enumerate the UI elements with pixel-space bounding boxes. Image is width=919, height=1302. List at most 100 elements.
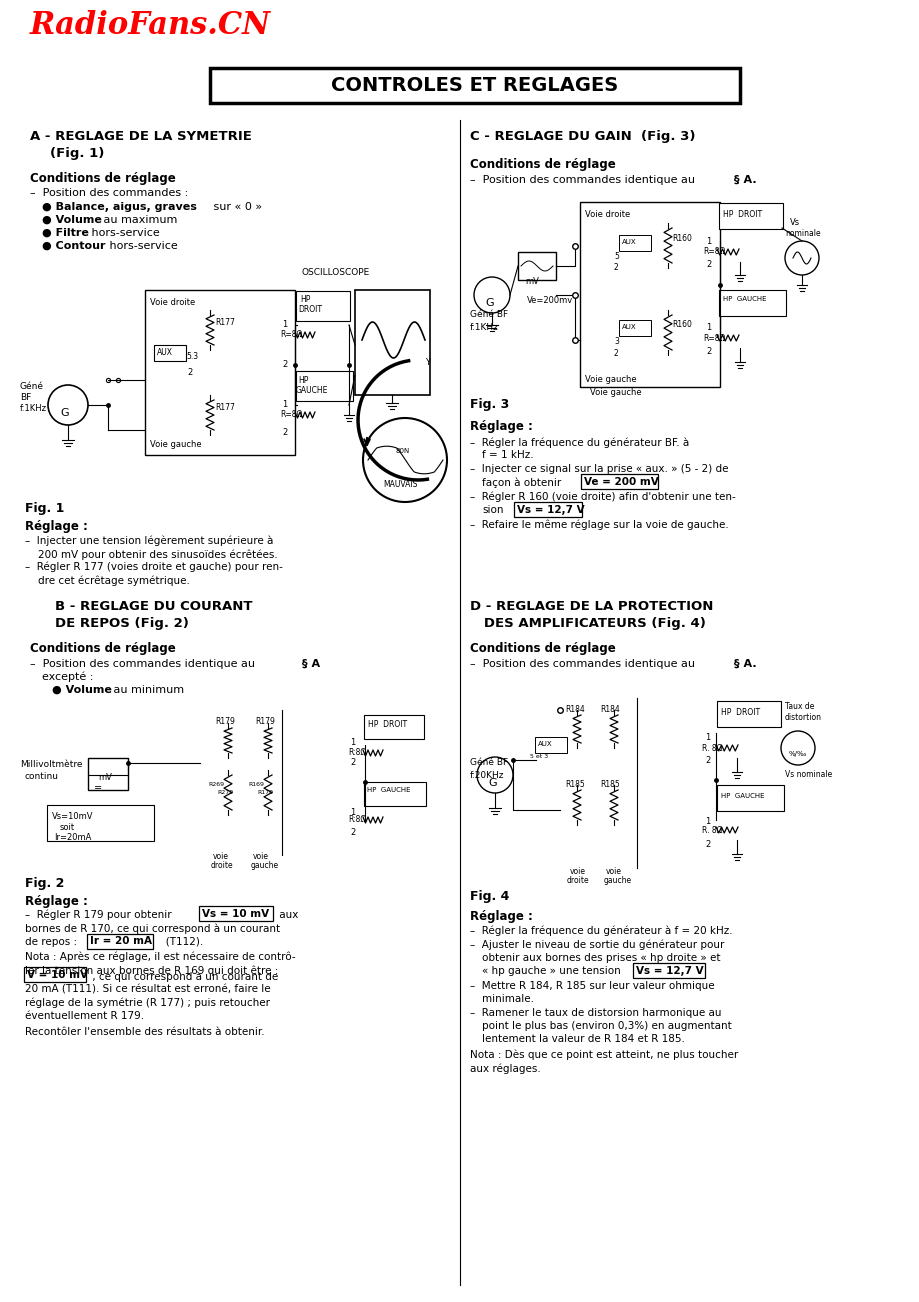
Text: –  Injecter une tension légèrement supérieure à: – Injecter une tension légèrement supéri… [25, 536, 273, 547]
Text: Réglage :: Réglage : [470, 421, 532, 434]
Text: bornes de R 170, ce qui correspond à un courant: bornes de R 170, ce qui correspond à un … [25, 924, 279, 935]
Text: façon à obtenir: façon à obtenir [482, 477, 561, 487]
Text: Conditions de réglage: Conditions de réglage [30, 172, 176, 185]
Text: HP: HP [298, 376, 308, 385]
Text: R179: R179 [215, 717, 234, 727]
Text: Nota : Dès que ce point est atteint, ne plus toucher: Nota : Dès que ce point est atteint, ne … [470, 1049, 737, 1061]
Text: DROIT: DROIT [298, 305, 322, 314]
Text: Voie gauche: Voie gauche [150, 440, 201, 449]
Text: f:1KHz: f:1KHz [20, 404, 47, 413]
Text: %/‰: %/‰ [789, 751, 807, 756]
Text: R=8Ω: R=8Ω [279, 329, 302, 339]
Text: R185: R185 [564, 780, 584, 789]
Text: RadioFans.CN: RadioFans.CN [30, 10, 271, 40]
Text: Voie droite: Voie droite [584, 210, 630, 219]
Text: ● Volume: ● Volume [52, 685, 112, 695]
Text: Réglage :: Réglage : [25, 519, 88, 533]
Text: de repos :: de repos : [25, 937, 77, 947]
Text: HP  GAUCHE: HP GAUCHE [722, 296, 766, 302]
Text: HP  DROIT: HP DROIT [720, 708, 759, 717]
Text: 2: 2 [282, 428, 287, 437]
Text: DES AMPLIFICATEURS (Fig. 4): DES AMPLIFICATEURS (Fig. 4) [470, 617, 705, 630]
Text: (Fig. 1): (Fig. 1) [50, 147, 104, 160]
Text: sur « 0 »: sur « 0 » [210, 202, 262, 212]
FancyBboxPatch shape [632, 963, 704, 978]
FancyBboxPatch shape [618, 320, 651, 336]
FancyBboxPatch shape [87, 934, 153, 949]
Text: f = 1 kHz.: f = 1 kHz. [482, 450, 533, 460]
Text: AUX: AUX [538, 741, 552, 747]
Bar [199, 710, 365, 855]
Text: ● Volume: ● Volume [42, 215, 102, 225]
Text: R177: R177 [215, 404, 234, 411]
Text: f:1KHz: f:1KHz [470, 323, 498, 332]
FancyBboxPatch shape [581, 474, 657, 490]
Text: droite: droite [566, 876, 589, 885]
Text: Conditions de réglage: Conditions de réglage [470, 158, 615, 171]
Text: G: G [484, 298, 494, 309]
Text: A - REGLAGE DE LA SYMETRIE: A - REGLAGE DE LA SYMETRIE [30, 130, 252, 143]
Text: ● Balance, aigus, graves: ● Balance, aigus, graves [42, 202, 197, 212]
Text: 3: 3 [613, 337, 618, 346]
Text: 200 mV pour obtenir des sinusoïdes écrêtées.: 200 mV pour obtenir des sinusoïdes écrêt… [38, 549, 278, 560]
Text: obtenir aux bornes des prises « hp droite » et: obtenir aux bornes des prises « hp droit… [482, 953, 720, 963]
Text: AUX: AUX [621, 324, 636, 329]
Text: hors-service: hors-service [106, 241, 177, 251]
Text: , ce qui correspond à un courant de: , ce qui correspond à un courant de [89, 971, 278, 982]
Text: éventuellement R 179.: éventuellement R 179. [25, 1010, 144, 1021]
Text: 5 et 3: 5 et 3 [529, 754, 548, 759]
Text: HP  GAUCHE: HP GAUCHE [367, 786, 410, 793]
Bar [210, 68, 739, 103]
Bar [579, 202, 720, 387]
Text: mV: mV [98, 773, 112, 783]
Text: HP  DROIT: HP DROIT [722, 210, 761, 219]
Text: R270: R270 [217, 790, 233, 796]
Text: 1: 1 [349, 809, 355, 816]
Text: sion: sion [482, 505, 503, 516]
Text: 2: 2 [704, 840, 709, 849]
Text: OSCILLOSCOPE: OSCILLOSCOPE [301, 268, 369, 277]
Text: Y: Y [425, 358, 429, 367]
Text: 1: 1 [704, 816, 709, 825]
Text: Ir=20mA: Ir=20mA [54, 833, 91, 842]
FancyBboxPatch shape [618, 234, 651, 251]
Text: R185: R185 [599, 780, 619, 789]
Text: Taux de: Taux de [784, 702, 813, 711]
Text: Vs = 12,7 V: Vs = 12,7 V [516, 505, 584, 516]
Text: 80N: 80N [395, 448, 410, 454]
Text: minimale.: minimale. [482, 993, 533, 1004]
Text: R170: R170 [256, 790, 273, 796]
FancyBboxPatch shape [199, 906, 273, 921]
Text: HP  GAUCHE: HP GAUCHE [720, 793, 764, 799]
Text: 1: 1 [282, 320, 287, 329]
Text: mV: mV [525, 277, 539, 286]
Text: 2: 2 [349, 828, 355, 837]
Text: Vs = 12,7 V: Vs = 12,7 V [635, 966, 703, 976]
Text: hors-service: hors-service [88, 228, 160, 238]
Text: Fig. 1: Fig. 1 [25, 503, 64, 516]
FancyBboxPatch shape [535, 737, 566, 753]
Text: R=8Ω: R=8Ω [279, 410, 302, 419]
Text: voie: voie [253, 852, 268, 861]
Text: –  Mettre R 184, R 185 sur leur valeur ohmique: – Mettre R 184, R 185 sur leur valeur oh… [470, 980, 714, 991]
Text: 2: 2 [349, 758, 355, 767]
Text: Nota : Après ce réglage, il est nécessaire de contrô-: Nota : Après ce réglage, il est nécessai… [25, 952, 295, 962]
FancyBboxPatch shape [719, 203, 782, 229]
Text: Conditions de réglage: Conditions de réglage [30, 642, 176, 655]
Text: voie: voie [606, 867, 621, 876]
Text: 1: 1 [349, 738, 355, 747]
Text: gauche: gauche [251, 861, 278, 870]
Text: 1: 1 [705, 237, 710, 246]
Text: 2: 2 [613, 349, 618, 358]
Text: C - REGLAGE DU GAIN  (Fig. 3): C - REGLAGE DU GAIN (Fig. 3) [470, 130, 695, 143]
Text: Vs = 10 mV: Vs = 10 mV [202, 909, 269, 919]
Text: R=8Ω: R=8Ω [702, 335, 724, 342]
FancyBboxPatch shape [716, 700, 780, 727]
Text: =: = [94, 783, 102, 793]
Text: excepté :: excepté : [42, 672, 93, 682]
Text: Fig. 4: Fig. 4 [470, 891, 509, 904]
Text: Ve = 200 mV: Ve = 200 mV [584, 477, 658, 487]
Text: V = 10 mV: V = 10 mV [27, 970, 88, 980]
FancyBboxPatch shape [24, 967, 85, 982]
Text: Réglage :: Réglage : [470, 910, 532, 923]
